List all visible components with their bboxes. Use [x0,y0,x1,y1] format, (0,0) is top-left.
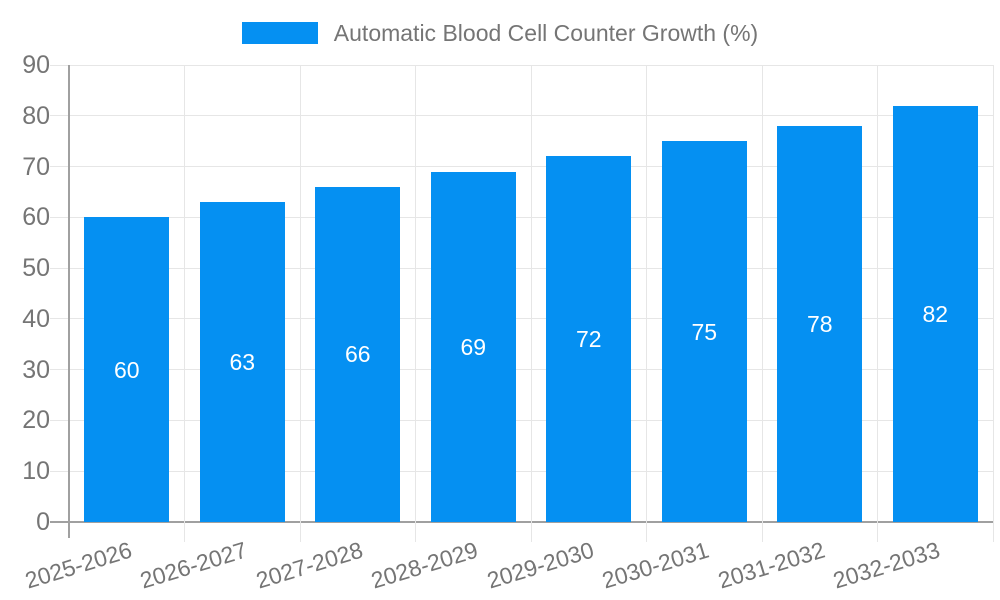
bar[interactable] [315,186,401,522]
gridline-h [50,64,993,66]
bar[interactable] [199,202,285,522]
bar[interactable] [777,125,863,522]
bar[interactable] [84,217,170,522]
x-axis-label: 2032-2033 [830,536,944,594]
bar-value-label: 82 [922,300,949,327]
gridline-h [50,166,993,168]
gridline-v [992,65,994,522]
y-axis-label: 60 [22,203,50,232]
legend-swatch[interactable] [241,22,318,44]
x-axis-label: 2031-2032 [714,536,828,594]
bar[interactable] [661,141,747,522]
bar-value-label: 78 [806,310,833,337]
x-axis-label: 2030-2031 [599,536,713,594]
y-axis-line [68,65,70,538]
x-axis-label: 2027-2028 [252,536,366,594]
x-axis-label: 2029-2030 [483,536,597,594]
gridline-v [646,65,647,522]
x-axis-label: 2028-2029 [368,536,482,594]
gridline-h [50,267,993,269]
bar[interactable] [892,105,978,522]
gridline-h [50,419,993,421]
bar-value-label: 75 [691,318,718,345]
legend[interactable]: Automatic Blood Cell Counter Growth (%) [0,21,1000,45]
x-axis-tick [530,522,532,542]
gridline-h [50,216,993,218]
x-axis-tick [415,522,416,542]
bar-value-label: 69 [460,333,487,360]
x-axis-tick [184,522,185,542]
x-axis-tick [761,522,763,542]
y-axis-label: 0 [36,508,50,536]
y-axis-label: 20 [22,406,50,435]
legend-label: Automatic Blood Cell Counter Growth (%) [333,20,759,46]
y-axis-label: 70 [22,152,50,181]
x-axis-tick [646,522,647,542]
x-axis-tick [877,522,878,542]
gridline-v [184,65,185,522]
gridline-h [50,470,993,472]
bar[interactable] [430,171,516,522]
gridline-h [50,369,993,371]
gridline-v [877,65,878,522]
y-axis-label: 40 [22,304,50,333]
x-axis-label: 2025-2026 [21,536,135,594]
y-axis-label: 80 [22,101,50,130]
x-axis-tick [992,522,994,542]
gridline-v [299,65,301,522]
y-axis-label: 50 [22,254,50,283]
bar-value-label: 63 [229,349,256,376]
y-axis-label: 90 [22,51,50,79]
gridline-h [50,115,993,117]
x-axis-tick [299,522,301,542]
gridline-v [761,65,763,522]
x-axis-label: 2026-2027 [137,536,251,594]
gridline-h [50,318,993,320]
bar-value-label: 66 [344,341,371,368]
bar-value-label: 72 [575,326,602,353]
y-axis-label: 30 [22,355,50,384]
gridline-v [415,65,416,522]
bar[interactable] [546,156,632,522]
x-axis-line [50,521,993,523]
y-axis-label: 10 [22,457,50,486]
gridline-v [530,65,532,522]
bar-value-label: 60 [113,356,140,383]
